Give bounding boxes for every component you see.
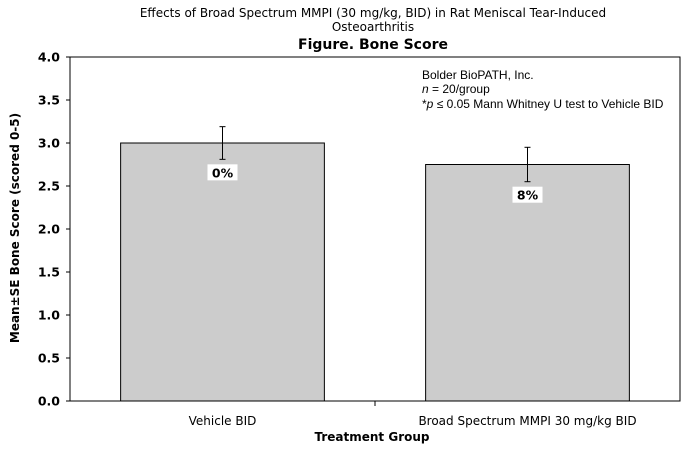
y-tick-label: 4.0: [38, 50, 60, 65]
annotation-asterisk: *: [422, 97, 427, 111]
plot-area: 0.0 0.5 1.0 1.5 2.0 2.5 3.0 3.5 4.0 0% Vehicle BID…: [38, 50, 681, 428]
x-axis-title: Treatment Group: [314, 430, 429, 444]
y-axis-title: Mean±SE Bone Score (scored 0-5): [8, 113, 22, 343]
annotation-significance: *p ≤ 0.05 Mann Whitney U test to Vehicle…: [422, 97, 664, 111]
data-label-bg: [512, 186, 543, 203]
data-label-bg: [207, 164, 238, 181]
y-tick-label: 3.5: [38, 93, 60, 108]
annotation-n-symbol: n: [422, 82, 429, 96]
y-tick-label: 3.0: [38, 136, 60, 151]
y-tick-label: 2.0: [38, 222, 60, 237]
annotation-p-symbol: p: [426, 97, 434, 111]
annotation-n-value: = 20/group: [429, 82, 490, 96]
bar: [425, 164, 630, 402]
annotation-test: ≤ 0.05 Mann Whitney U test to Vehicle BI…: [433, 97, 663, 111]
bar: [120, 142, 325, 402]
x-category-label: Vehicle BID: [189, 414, 257, 428]
annotation-group-size: n = 20/group: [422, 82, 490, 96]
chart-subtitle-line1: Effects of Broad Spectrum MMPI (30 mg/kg…: [140, 6, 606, 20]
y-tick-label: 1.0: [38, 308, 60, 323]
chart-subtitle-line2: Osteoarthritis: [332, 20, 414, 34]
y-tick-label: 0.5: [38, 351, 60, 366]
annotation-lab: Bolder BioPATH, Inc.: [422, 68, 534, 82]
x-category-label: Broad Spectrum MMPI 30 mg/kg BID: [418, 414, 636, 428]
chart-title: Figure. Bone Score: [298, 37, 448, 53]
y-tick-label: 1.5: [38, 265, 60, 280]
y-tick-label: 2.5: [38, 179, 60, 194]
data-label: 8%: [517, 188, 539, 203]
y-tick-label: 0.0: [38, 394, 60, 409]
data-label: 0%: [212, 165, 234, 180]
